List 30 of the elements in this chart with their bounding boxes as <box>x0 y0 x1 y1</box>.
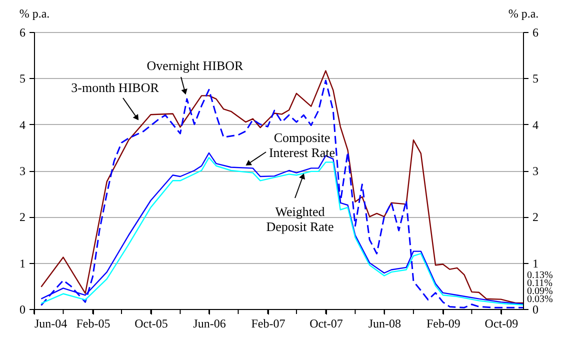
text: Overnight HIBOR <box>146 58 244 73</box>
series-label: Weighted Deposit Rate <box>266 204 334 234</box>
x-tick-label: Oct-09 <box>484 316 518 330</box>
series-label: Composite Interest Rate <box>268 130 336 160</box>
x-tick-label: Jun-06 <box>193 316 226 330</box>
y-tick-label: 1 <box>20 256 26 270</box>
y-tick-label: 5 <box>20 72 26 86</box>
y2-tick-label: 0 <box>532 302 538 316</box>
y2-axis-title: % p.a. <box>508 6 539 20</box>
x-tick-label: Jun-08 <box>368 316 402 330</box>
series-label: 3-month HIBOR <box>71 80 160 95</box>
data-label: 0.03% <box>527 294 553 305</box>
y2-tick-label: 5 <box>532 72 538 86</box>
y2-tick-label: 3 <box>532 164 538 178</box>
y2-tick-label: 2 <box>532 210 538 224</box>
y-tick-label: 0 <box>20 302 26 316</box>
x-tick-label: Oct-07 <box>310 316 343 330</box>
y-tick-label: 6 <box>20 26 26 40</box>
x-tick-label: Oct-05 <box>134 316 168 330</box>
y-tick-label: 4 <box>20 118 26 132</box>
y2-tick-label: 6 <box>532 26 538 40</box>
y-axis-title: % p.a. <box>19 6 50 20</box>
x-tick-label: Feb-05 <box>76 316 110 330</box>
y2-tick-label: 1 <box>532 256 538 270</box>
x-tick-label: Feb-09 <box>426 316 460 330</box>
y-tick-label: 2 <box>20 210 26 224</box>
y2-tick-label: 4 <box>532 118 538 132</box>
y-tick-label: 3 <box>20 164 26 178</box>
x-tick-label: Feb-07 <box>251 316 286 330</box>
x-tick-label: Jun-04 <box>34 316 68 330</box>
